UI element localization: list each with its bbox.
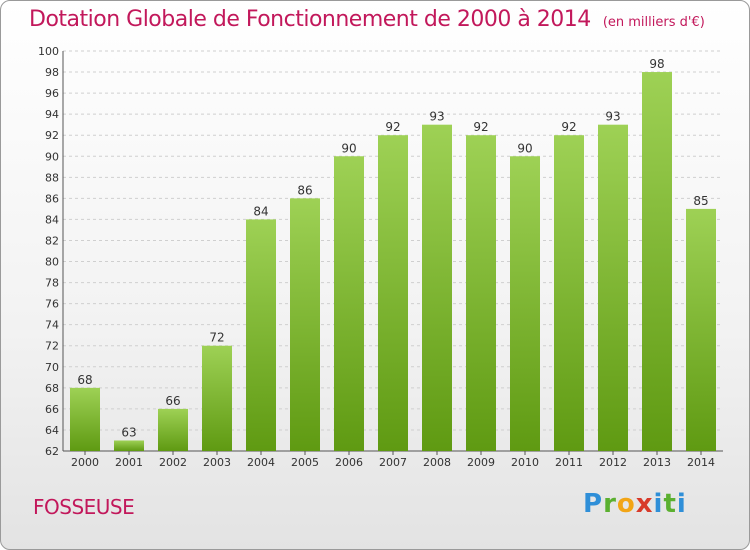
x-tick-label: 2009 bbox=[467, 456, 495, 469]
y-tick-label: 90 bbox=[45, 150, 59, 163]
x-tick-label: 2006 bbox=[335, 456, 363, 469]
y-tick-label: 78 bbox=[45, 277, 59, 290]
y-tick-label: 98 bbox=[45, 66, 59, 79]
data-label: 93 bbox=[429, 110, 444, 124]
logo-letter: i bbox=[653, 489, 664, 519]
y-tick-label: 66 bbox=[45, 403, 59, 416]
data-label: 90 bbox=[517, 141, 532, 155]
bar bbox=[202, 345, 232, 451]
bar bbox=[598, 124, 628, 452]
bar bbox=[378, 135, 408, 452]
bar bbox=[158, 408, 188, 451]
y-tick-label: 86 bbox=[45, 192, 59, 205]
x-tick-label: 2010 bbox=[511, 456, 539, 469]
chart-title: Dotation Globale de Fonctionnement de 20… bbox=[29, 7, 705, 32]
data-label: 85 bbox=[693, 194, 708, 208]
x-tick-label: 2007 bbox=[379, 456, 407, 469]
proxiti-logo: Proxiti bbox=[583, 489, 687, 519]
y-tick-label: 64 bbox=[45, 424, 59, 437]
y-tick-label: 62 bbox=[45, 445, 59, 458]
x-tick-label: 2000 bbox=[71, 456, 99, 469]
x-tick-label: 2014 bbox=[687, 456, 715, 469]
data-label: 72 bbox=[209, 331, 224, 345]
bar bbox=[422, 124, 452, 452]
x-tick-label: 2011 bbox=[555, 456, 583, 469]
y-tick-label: 68 bbox=[45, 382, 59, 395]
chart-subtitle: (en milliers d'€) bbox=[602, 15, 705, 30]
x-tick-label: 2005 bbox=[291, 456, 319, 469]
logo-letter: t bbox=[663, 489, 677, 519]
data-label: 68 bbox=[77, 373, 92, 387]
logo-letter: x bbox=[635, 489, 654, 519]
x-tick-label: 2012 bbox=[599, 456, 627, 469]
y-tick-label: 72 bbox=[45, 340, 59, 353]
y-tick-label: 82 bbox=[45, 234, 59, 247]
y-tick-label: 88 bbox=[45, 171, 59, 184]
title-text: Dotation Globale de Fonctionnement de 20… bbox=[29, 7, 591, 32]
bar bbox=[686, 208, 716, 451]
data-label: 86 bbox=[297, 183, 312, 197]
data-label: 63 bbox=[121, 425, 136, 439]
bar bbox=[290, 198, 320, 451]
x-tick-label: 2001 bbox=[115, 456, 143, 469]
x-tick-label: 2004 bbox=[247, 456, 275, 469]
y-tick-label: 96 bbox=[45, 87, 59, 100]
logo-letter: P bbox=[583, 489, 604, 519]
data-label: 98 bbox=[649, 57, 664, 71]
bar bbox=[246, 219, 276, 451]
bar bbox=[510, 156, 540, 451]
bar bbox=[334, 156, 364, 451]
y-tick-label: 70 bbox=[45, 361, 59, 374]
y-tick-label: 100 bbox=[38, 45, 59, 58]
y-tick-label: 84 bbox=[45, 213, 59, 226]
logo-letter: i bbox=[676, 489, 687, 519]
bar bbox=[554, 135, 584, 452]
data-label: 92 bbox=[473, 120, 488, 134]
data-label: 92 bbox=[385, 120, 400, 134]
town-name: FOSSEUSE bbox=[33, 495, 135, 519]
x-tick-label: 2003 bbox=[203, 456, 231, 469]
logo-letter: r bbox=[603, 489, 617, 519]
data-label: 84 bbox=[253, 204, 268, 218]
data-label: 66 bbox=[165, 394, 180, 408]
y-tick-label: 92 bbox=[45, 129, 59, 142]
bar bbox=[466, 135, 496, 452]
x-tick-label: 2013 bbox=[643, 456, 671, 469]
y-tick-label: 94 bbox=[45, 108, 59, 121]
y-tick-label: 80 bbox=[45, 256, 59, 269]
bar bbox=[70, 387, 100, 451]
y-tick-label: 76 bbox=[45, 298, 59, 311]
data-label: 92 bbox=[561, 120, 576, 134]
x-tick-label: 2008 bbox=[423, 456, 451, 469]
data-label: 90 bbox=[341, 141, 356, 155]
y-tick-label: 74 bbox=[45, 319, 59, 332]
data-label: 93 bbox=[605, 110, 620, 124]
logo-letter: o bbox=[616, 489, 636, 519]
bar bbox=[642, 72, 672, 451]
x-tick-label: 2002 bbox=[159, 456, 187, 469]
bar bbox=[114, 440, 144, 451]
